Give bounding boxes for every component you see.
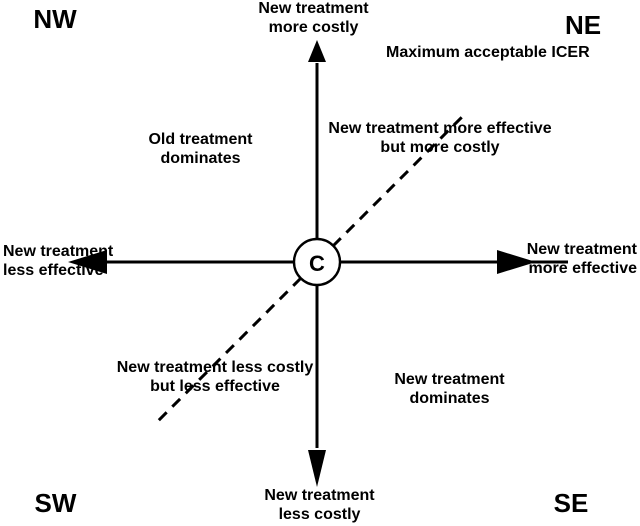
- svg-text:C: C: [309, 251, 325, 276]
